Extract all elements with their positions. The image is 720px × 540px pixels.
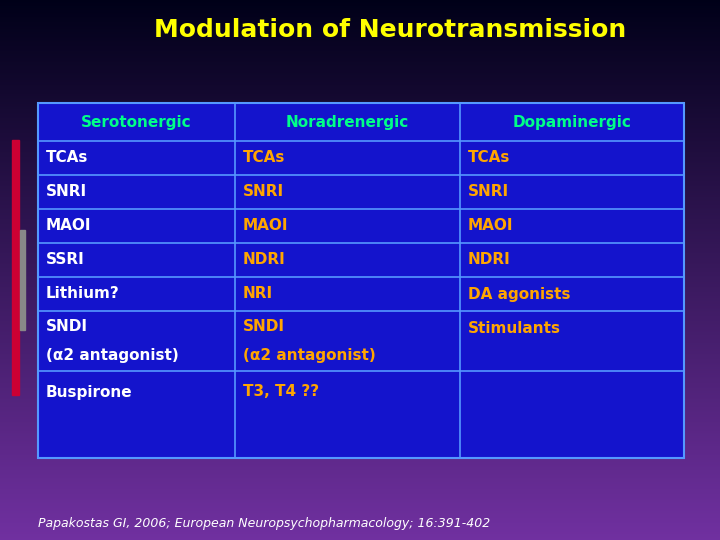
Text: Lithium?: Lithium?	[46, 287, 120, 301]
Text: Buspirone: Buspirone	[46, 384, 132, 400]
Text: NDRI: NDRI	[468, 253, 510, 267]
Text: Modulation of Neurotransmission: Modulation of Neurotransmission	[154, 18, 626, 42]
Text: (α2 antagonist): (α2 antagonist)	[46, 348, 179, 363]
Text: MAOI: MAOI	[46, 219, 91, 233]
Text: NDRI: NDRI	[243, 253, 286, 267]
Text: SNDI: SNDI	[46, 319, 88, 334]
Text: (α2 antagonist): (α2 antagonist)	[243, 348, 376, 363]
Text: MAOI: MAOI	[243, 219, 289, 233]
Bar	[12, 140, 19, 395]
Text: SNRI: SNRI	[243, 185, 284, 199]
Text: T3, T4 ??: T3, T4 ??	[243, 384, 319, 400]
Text: Serotonergic: Serotonergic	[81, 114, 192, 130]
Text: TCAs: TCAs	[468, 151, 510, 165]
Text: SSRI: SSRI	[46, 253, 85, 267]
Text: TCAs: TCAs	[46, 151, 89, 165]
Text: MAOI: MAOI	[468, 219, 513, 233]
Text: SNRI: SNRI	[468, 185, 509, 199]
Text: DA agonists: DA agonists	[468, 287, 570, 301]
Text: TCAs: TCAs	[243, 151, 285, 165]
Bar	[38, 103, 684, 458]
Bar	[20, 230, 25, 330]
Text: Stimulants: Stimulants	[468, 321, 561, 336]
Text: SNDI: SNDI	[243, 319, 285, 334]
Text: NRI: NRI	[243, 287, 273, 301]
Text: SNRI: SNRI	[46, 185, 87, 199]
Text: Noradrenergic: Noradrenergic	[286, 114, 409, 130]
Text: Papakostas GI, 2006; European Neuropsychopharmacology; 16:391-402: Papakostas GI, 2006; European Neuropsych…	[38, 517, 490, 530]
Text: Dopaminergic: Dopaminergic	[513, 114, 631, 130]
